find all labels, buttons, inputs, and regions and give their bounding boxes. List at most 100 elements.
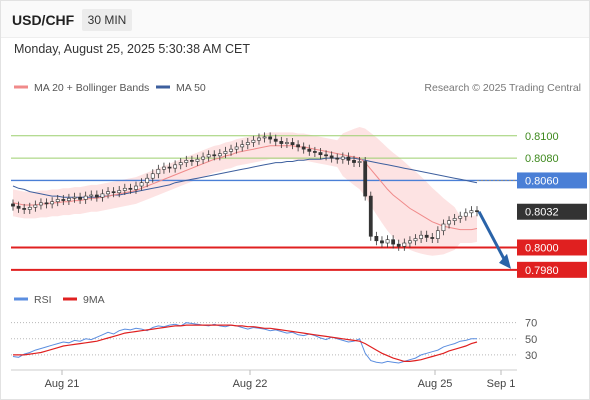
rsi-ma-line	[13, 324, 478, 362]
candle	[374, 231, 379, 246]
candle	[229, 144, 233, 156]
candle-body	[301, 146, 306, 150]
candle	[134, 181, 138, 194]
candle-body	[413, 238, 418, 242]
candle-body	[312, 151, 317, 153]
rsi-tick-label: 30	[525, 350, 537, 362]
candle-body	[22, 208, 27, 210]
candle-body	[424, 234, 429, 238]
candle-body	[324, 154, 328, 157]
candle	[106, 187, 110, 199]
candle	[447, 216, 451, 229]
candle-body	[262, 136, 267, 139]
candle	[184, 155, 189, 168]
candle	[223, 146, 228, 159]
candle-body	[452, 218, 457, 221]
candle-body	[128, 187, 133, 190]
candle-body	[430, 237, 435, 239]
candle	[206, 150, 211, 162]
x-tick-label: Sep 1	[487, 378, 516, 390]
candle-body	[167, 166, 172, 169]
candle	[268, 132, 273, 144]
ma50-line	[12, 157, 478, 198]
candle	[78, 192, 82, 204]
candle	[380, 236, 384, 248]
candle	[458, 211, 463, 223]
candle-body	[217, 153, 222, 157]
candle	[22, 203, 27, 214]
candle	[301, 142, 306, 154]
candle	[391, 235, 396, 249]
candle	[318, 148, 323, 160]
candle	[33, 200, 38, 212]
candle-body	[162, 166, 166, 170]
level-label: 0.8060	[525, 175, 559, 187]
candle-body	[419, 234, 423, 239]
x-axis: Aug 21 Aug 22 Aug 25 Sep 1	[45, 370, 516, 390]
candle	[385, 235, 390, 248]
candle	[257, 133, 261, 145]
candle-body	[463, 212, 468, 217]
candle	[324, 150, 328, 161]
level-label-box	[517, 203, 587, 220]
price-levels: 0.8100 0.8080 0.8060 0.8032 0.8000 0.7980	[11, 131, 587, 278]
candle	[201, 152, 205, 164]
rsi-tick-label: 50	[525, 334, 537, 346]
candle	[111, 187, 116, 198]
candle-body	[391, 239, 396, 245]
candle	[139, 178, 144, 191]
level-label-box	[517, 172, 587, 189]
candle	[296, 140, 301, 152]
candle-body	[134, 185, 138, 190]
candle-body	[374, 236, 379, 242]
moving-averages	[12, 145, 478, 231]
rsi-lines	[12, 322, 478, 364]
candle-body	[201, 156, 205, 160]
candle-body	[296, 144, 301, 148]
candle-body	[346, 156, 351, 161]
candlesticks	[11, 132, 479, 251]
candle-body	[206, 154, 211, 158]
candle-body	[273, 138, 278, 142]
candle-body	[55, 199, 60, 202]
candle	[128, 183, 133, 194]
candle-body	[385, 239, 390, 244]
candle-body	[106, 191, 110, 195]
candle	[16, 201, 21, 213]
candle	[117, 186, 122, 198]
ma20-legend-label: MA 20 + Bollinger Bands	[34, 82, 149, 94]
level-label: 0.8100	[525, 131, 559, 143]
candle-body	[318, 152, 323, 156]
candle-body	[195, 158, 200, 162]
candle	[368, 191, 373, 241]
candle	[39, 198, 43, 210]
timeframe-button[interactable]: 30 MIN	[82, 9, 132, 31]
candle-body	[285, 142, 289, 144]
candle	[162, 162, 166, 174]
rsi-line	[12, 322, 477, 364]
candle-body	[458, 215, 463, 219]
candle-body	[33, 204, 38, 208]
candle	[435, 226, 440, 244]
candle-body	[27, 206, 32, 210]
candle-body	[447, 220, 451, 225]
candle-body	[307, 148, 312, 152]
candle-body	[245, 142, 250, 145]
candle	[217, 149, 222, 161]
candle	[419, 230, 423, 244]
candle	[89, 190, 94, 201]
candle-body	[145, 177, 150, 183]
candle-body	[16, 205, 21, 209]
candle-body	[189, 160, 194, 162]
ma20-line	[12, 145, 478, 231]
candle-body	[111, 191, 116, 194]
candle-body	[212, 154, 217, 157]
candle-body	[184, 160, 189, 163]
level-label: 0.8080	[525, 153, 559, 165]
candle	[285, 137, 289, 149]
candle-body	[173, 164, 178, 169]
candle	[340, 152, 345, 164]
candle-body	[251, 139, 256, 143]
candle	[363, 156, 368, 201]
